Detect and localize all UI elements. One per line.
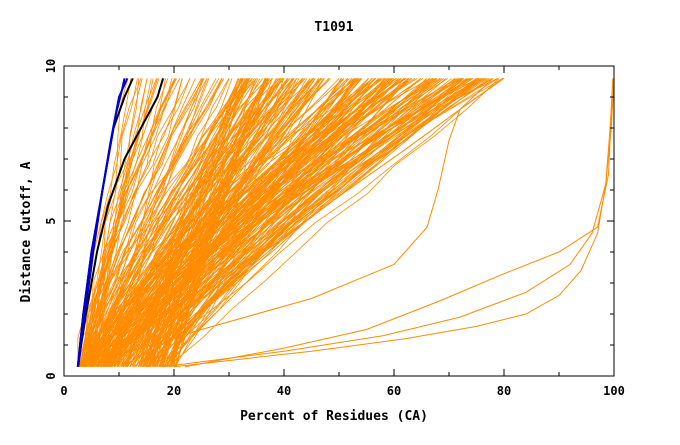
model-curve [167, 78, 500, 368]
axis-ticks: 0 20 40 60 80 100 0 5 10 [44, 59, 625, 398]
model-curve [93, 78, 441, 368]
model-curve [78, 78, 208, 367]
model-curve [110, 78, 389, 367]
model-curve [159, 78, 405, 367]
model-curve [79, 78, 152, 367]
chart-title: T1091 [314, 20, 353, 35]
model-curve [79, 78, 464, 367]
model-curve [78, 78, 220, 367]
x-tick-label: 60 [387, 384, 401, 398]
model-curve [175, 78, 311, 367]
model-curve [135, 78, 356, 367]
model-curve [124, 78, 360, 367]
x-tick-label: 80 [497, 384, 511, 398]
model-curve [141, 78, 410, 367]
model-curve [143, 78, 433, 367]
model-curve [100, 78, 298, 367]
x-tick-label: 100 [603, 384, 625, 398]
model-series-line [77, 77, 406, 368]
model-curve [99, 78, 480, 367]
y-tick-label: 5 [44, 217, 58, 224]
model-curve [158, 78, 360, 367]
model-series-line [80, 78, 202, 367]
model-curve [84, 78, 374, 367]
x-tick-label: 40 [277, 384, 291, 398]
model-curve [105, 78, 313, 367]
model-curve [91, 78, 418, 367]
model-curve [138, 78, 430, 367]
model-curve [85, 78, 424, 367]
model-curve [170, 78, 402, 367]
model-curve [91, 78, 143, 367]
model-curve [86, 78, 196, 367]
y-tick-label: 0 [44, 372, 58, 379]
model-curve [126, 78, 303, 367]
highlight-series-line [77, 77, 129, 367]
x-tick-label: 20 [167, 384, 181, 398]
model-curve [147, 78, 472, 367]
model-curve [142, 78, 349, 367]
model-curve [163, 78, 357, 367]
model-curve [130, 78, 259, 367]
model-curve [158, 78, 266, 367]
model-curve [135, 78, 330, 367]
model-curve [164, 78, 444, 367]
y-tick-label: 10 [44, 59, 58, 73]
model-curve [171, 78, 316, 367]
model-curve [107, 78, 350, 367]
model-curve [106, 78, 306, 367]
model-series-line [184, 78, 614, 368]
model-series-line [80, 78, 494, 368]
model-curve [114, 78, 373, 367]
model-series-line [80, 77, 505, 368]
model-curve [144, 78, 504, 367]
model-series-line [80, 78, 158, 367]
model-curve [83, 78, 132, 367]
model-curve [78, 78, 177, 367]
highlight-series-layer [76, 77, 164, 367]
model-curve [154, 78, 464, 367]
model-curve [146, 78, 315, 367]
model-curve [84, 78, 190, 367]
model-curve [173, 78, 375, 367]
model-curve [87, 78, 281, 367]
model-curve [96, 78, 244, 367]
model-curve [120, 78, 453, 367]
model-curve [140, 78, 284, 367]
model-curve [107, 78, 249, 367]
model-curve [92, 78, 204, 367]
model-curve [167, 78, 395, 367]
model-series-line [162, 78, 615, 368]
y-axis-label: Distance Cutoff, A [19, 161, 34, 302]
model-curve [168, 78, 462, 367]
model-curve [97, 78, 488, 368]
x-axis-label: Percent of Residues (CA) [240, 409, 428, 424]
model-series-line [77, 77, 461, 368]
highlight-series-line [76, 78, 164, 367]
model-curve [140, 78, 253, 367]
model-curve [98, 78, 251, 367]
model-curve [95, 78, 413, 367]
model-curve [122, 78, 282, 367]
model-curve [156, 78, 330, 367]
model-curves-layer [77, 77, 615, 368]
x-tick-label: 0 [60, 384, 67, 398]
model-curve [92, 78, 223, 367]
model-curve [88, 78, 384, 367]
model-curve [103, 78, 325, 367]
